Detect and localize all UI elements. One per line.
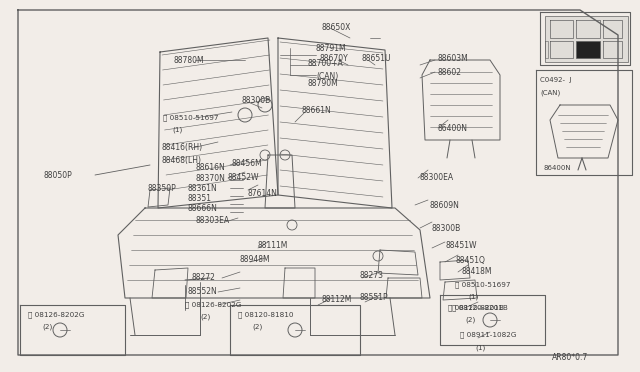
Text: 88300B: 88300B xyxy=(432,224,461,232)
Text: 88350P: 88350P xyxy=(148,183,177,192)
Text: 88361N: 88361N xyxy=(188,183,218,192)
Text: (2): (2) xyxy=(465,317,476,323)
Text: 88050P: 88050P xyxy=(44,170,73,180)
Text: 88370N: 88370N xyxy=(195,173,225,183)
Text: 88666N: 88666N xyxy=(188,203,218,212)
Text: Ⓢ 08510-51697: Ⓢ 08510-51697 xyxy=(163,115,218,121)
Text: 88300EA: 88300EA xyxy=(420,173,454,182)
Text: 88700+A: 88700+A xyxy=(308,58,344,67)
Text: 88272: 88272 xyxy=(192,273,216,282)
Text: 88603M: 88603M xyxy=(438,54,468,62)
Text: (2): (2) xyxy=(200,314,211,320)
Text: 88351: 88351 xyxy=(188,193,212,202)
Text: (CAN): (CAN) xyxy=(316,71,339,80)
Text: (1): (1) xyxy=(475,345,485,351)
Text: (CAN): (CAN) xyxy=(540,90,560,96)
Text: 88451Q: 88451Q xyxy=(455,256,485,264)
Text: 86400N: 86400N xyxy=(543,165,571,171)
Text: Ⓢ 08510-51697: Ⓢ 08510-51697 xyxy=(455,282,511,288)
Text: 88609N: 88609N xyxy=(430,201,460,209)
Text: 88552N: 88552N xyxy=(188,288,218,296)
Text: 88273: 88273 xyxy=(360,270,384,279)
Text: Ⓑ 08126-8202G: Ⓑ 08126-8202G xyxy=(28,312,84,318)
Text: 88112M: 88112M xyxy=(322,295,353,305)
Text: Ⓑ 08126-8202G: Ⓑ 08126-8202G xyxy=(185,302,241,308)
Text: 88451W: 88451W xyxy=(445,241,477,250)
Text: 88418M: 88418M xyxy=(462,267,493,276)
Text: 88790M: 88790M xyxy=(308,78,339,87)
Text: 88661N: 88661N xyxy=(302,106,332,115)
Text: 88416(RH): 88416(RH) xyxy=(162,142,203,151)
Text: 88948M: 88948M xyxy=(240,256,271,264)
Text: 88111M: 88111M xyxy=(258,241,289,250)
Text: 88468(LH): 88468(LH) xyxy=(162,155,202,164)
Text: Ⓑ 08120-81810: Ⓑ 08120-81810 xyxy=(238,312,294,318)
Text: 88780M: 88780M xyxy=(173,55,204,64)
Text: (1): (1) xyxy=(172,127,182,133)
Polygon shape xyxy=(545,16,628,62)
Text: 88651U: 88651U xyxy=(362,54,392,62)
Text: 88791M: 88791M xyxy=(316,44,347,52)
Text: (1): (1) xyxy=(468,294,478,300)
Text: C0492-  J: C0492- J xyxy=(540,77,572,83)
Text: Ⓑ 08120-8201B: Ⓑ 08120-8201B xyxy=(452,305,508,311)
Text: 88452W: 88452W xyxy=(228,173,259,182)
Text: 86400N: 86400N xyxy=(438,124,468,132)
Text: 88616N: 88616N xyxy=(195,163,225,171)
Text: AR80*0.7: AR80*0.7 xyxy=(552,353,588,362)
Text: Ⓑ 08120-8201B: Ⓑ 08120-8201B xyxy=(448,305,504,311)
Text: 87614N: 87614N xyxy=(248,189,278,198)
Text: 88456M: 88456M xyxy=(232,158,263,167)
Text: 88602: 88602 xyxy=(438,67,462,77)
Text: 88300B: 88300B xyxy=(242,96,271,105)
Text: 88670Y: 88670Y xyxy=(320,54,349,62)
Text: 88650X: 88650X xyxy=(322,22,351,32)
Text: (2): (2) xyxy=(42,324,52,330)
Polygon shape xyxy=(576,41,600,58)
Text: Ⓝ 08911-1082G: Ⓝ 08911-1082G xyxy=(460,332,516,338)
Text: 88303EA: 88303EA xyxy=(195,215,229,224)
Text: 88551P: 88551P xyxy=(360,294,388,302)
Text: (2): (2) xyxy=(252,324,262,330)
